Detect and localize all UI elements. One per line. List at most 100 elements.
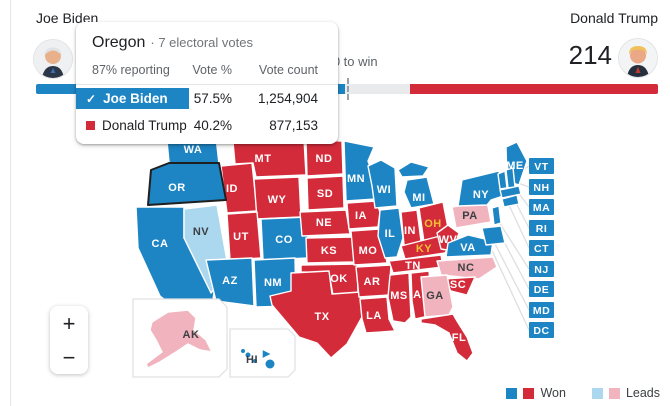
state-md-de-shape[interactable] xyxy=(481,225,506,246)
small-state-ma[interactable]: MA xyxy=(529,199,554,215)
biden-avatar-image xyxy=(34,40,72,78)
state-vt-shape[interactable] xyxy=(497,170,508,190)
svg-text:UT: UT xyxy=(233,231,249,243)
state-nh-shape[interactable] xyxy=(505,167,516,189)
state-pa[interactable]: PA xyxy=(451,200,492,229)
biden-avatar xyxy=(33,39,73,79)
svg-text:CT: CT xyxy=(534,243,549,255)
svg-text:KY: KY xyxy=(416,243,432,255)
state-nj-shape[interactable] xyxy=(491,205,502,226)
svg-text:WA: WA xyxy=(184,144,203,156)
svg-text:DE: DE xyxy=(534,284,550,296)
svg-text:CO: CO xyxy=(275,234,293,246)
check-icon: ✓ xyxy=(86,91,97,106)
svg-text:OK: OK xyxy=(330,273,348,285)
state-ak[interactable]: AK xyxy=(145,309,213,369)
svg-text:NJ: NJ xyxy=(534,264,548,276)
svg-text:ID: ID xyxy=(226,183,238,195)
state-co[interactable]: CO xyxy=(260,216,310,261)
state-va[interactable]: VA xyxy=(445,234,494,258)
state-ks[interactable]: KS xyxy=(305,236,355,264)
small-state-vt[interactable]: VT xyxy=(529,158,554,174)
state-id[interactable]: ID xyxy=(220,162,258,214)
svg-text:LA: LA xyxy=(366,310,382,322)
panel-edge xyxy=(10,0,11,406)
tooltip-ev-subtitle: · 7 electoral votes xyxy=(150,35,253,50)
svg-text:KS: KS xyxy=(321,245,337,257)
legend-won-dem-swatch xyxy=(506,387,518,399)
svg-text:CA: CA xyxy=(152,238,169,250)
svg-text:WY: WY xyxy=(268,194,287,206)
tooltip-column-headers: 87% reporting Vote % Vote count xyxy=(76,54,338,84)
svg-text:MS: MS xyxy=(390,290,408,302)
svg-text:NC: NC xyxy=(458,262,475,274)
small-state-de[interactable]: DE xyxy=(529,281,554,297)
small-state-nh[interactable]: NH xyxy=(529,179,554,195)
state-mi[interactable]: MI xyxy=(397,161,435,209)
svg-text:MT: MT xyxy=(255,153,272,165)
svg-text:VT: VT xyxy=(534,161,549,173)
svg-text:MO: MO xyxy=(359,245,378,257)
state-sc[interactable]: SC xyxy=(442,276,476,296)
state-ga[interactable]: GA xyxy=(420,274,454,318)
state-nd[interactable]: ND xyxy=(305,139,344,177)
tooltip-row-trump: Donald Trump 40.2% 877,153 xyxy=(76,115,338,136)
tooltip-header: Oregon · 7 electoral votes xyxy=(76,22,338,54)
tooltip-row-biden: ✓ Joe Biden 57.5% 1,254,904 xyxy=(76,88,338,109)
svg-text:ND: ND xyxy=(316,153,333,165)
svg-text:IN: IN xyxy=(404,225,416,237)
legend-won-label: Won xyxy=(540,386,566,400)
tooltip-divider xyxy=(76,84,338,85)
state-il[interactable]: IL xyxy=(377,207,404,259)
legend-leads-gop-swatch xyxy=(608,387,620,399)
tooltip-col-vote-pct: Vote % xyxy=(192,63,232,77)
svg-text:FL: FL xyxy=(452,332,466,344)
ev-270-marker xyxy=(347,78,349,100)
small-state-ri[interactable]: RI xyxy=(529,220,554,236)
state-ny[interactable]: NY xyxy=(457,170,504,207)
tooltip-biden-pct: 57.5% xyxy=(193,91,232,106)
svg-text:TX: TX xyxy=(314,311,329,323)
state-wy[interactable]: WY xyxy=(253,176,302,220)
small-state-dc[interactable]: DC xyxy=(529,322,554,338)
tooltip-state-name: Oregon xyxy=(92,34,146,51)
svg-text:NY: NY xyxy=(473,189,489,201)
trump-electoral-count: 214 xyxy=(568,40,612,70)
svg-text:TN: TN xyxy=(405,260,421,272)
svg-text:SD: SD xyxy=(317,188,333,200)
zoom-out-button[interactable]: − xyxy=(50,340,88,374)
state-fl[interactable]: FL xyxy=(420,313,474,362)
svg-text:AZ: AZ xyxy=(222,275,238,287)
ev-bar-gop xyxy=(410,84,658,94)
state-nc[interactable]: NC xyxy=(436,256,498,280)
state-hi[interactable]: HI xyxy=(241,348,275,369)
zoom-in-button[interactable]: + xyxy=(50,306,88,340)
state-wi[interactable]: WI xyxy=(367,159,398,209)
svg-text:HI: HI xyxy=(246,354,258,366)
legend-won-gop-swatch xyxy=(523,387,535,399)
small-state-ct[interactable]: CT xyxy=(529,240,554,256)
small-state-nj[interactable]: NJ xyxy=(529,261,554,277)
legend-leads-dem-swatch xyxy=(591,387,603,399)
state-tn[interactable]: TN xyxy=(388,254,444,274)
gop-swatch-icon xyxy=(86,121,95,130)
svg-text:SC: SC xyxy=(450,279,466,291)
tooltip-reporting: 87% reporting xyxy=(92,63,170,77)
state-ne[interactable]: NE xyxy=(299,209,351,237)
state-sd[interactable]: SD xyxy=(306,175,345,211)
trump-avatar-image xyxy=(619,39,657,77)
state-ar[interactable]: AR xyxy=(355,264,392,298)
small-state-md[interactable]: MD xyxy=(529,302,554,318)
svg-text:OR: OR xyxy=(168,182,186,194)
state-ms[interactable]: MS xyxy=(387,272,412,324)
state-la[interactable]: LA xyxy=(359,296,396,334)
state-or[interactable]: OR xyxy=(147,162,227,206)
map-legend: Won Leads xyxy=(506,386,660,400)
svg-text:OH: OH xyxy=(424,218,442,230)
state-ct-ri-shape[interactable] xyxy=(501,194,520,208)
state-ut[interactable]: UT xyxy=(226,211,262,261)
state-az[interactable]: AZ xyxy=(205,257,255,307)
svg-text:MN: MN xyxy=(347,173,365,185)
